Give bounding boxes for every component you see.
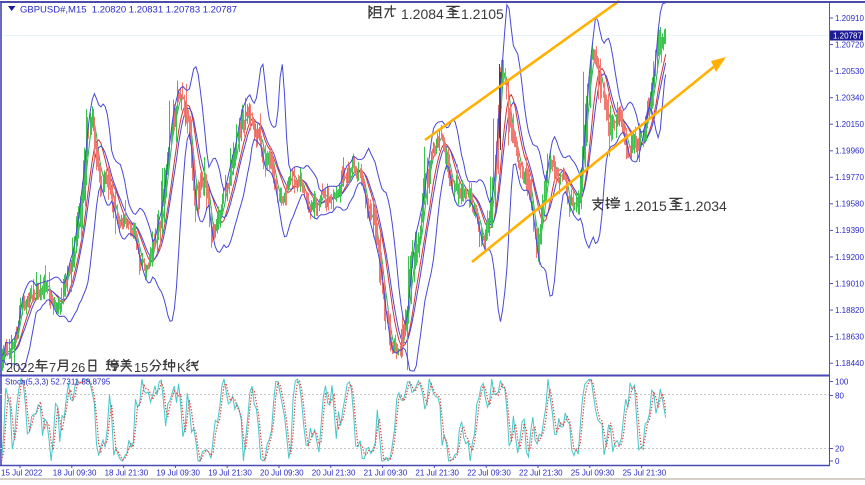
svg-text:25 Jul 09:30: 25 Jul 09:30: [571, 469, 615, 478]
svg-text:1.20150: 1.20150: [835, 120, 864, 129]
svg-text:1.18440: 1.18440: [835, 359, 864, 368]
svg-text:1.2105: 1.2105: [461, 6, 504, 22]
svg-text:19 Jul 21:30: 19 Jul 21:30: [208, 469, 252, 478]
svg-text:2022: 2022: [6, 360, 34, 375]
svg-text:1.20910: 1.20910: [835, 14, 864, 23]
svg-text:1.2084: 1.2084: [401, 6, 444, 22]
svg-text:20 Jul 09:30: 20 Jul 09:30: [260, 469, 304, 478]
svg-text:1.20530: 1.20530: [835, 67, 864, 76]
svg-text:K: K: [177, 360, 186, 375]
svg-text:0: 0: [835, 457, 840, 466]
svg-text:21 Jul 21:30: 21 Jul 21:30: [415, 469, 459, 478]
svg-text:15 Jul 2022: 15 Jul 2022: [1, 469, 43, 478]
svg-text:Stoch(5,3,3) 52.7311 58.8795: Stoch(5,3,3) 52.7311 58.8795: [5, 378, 111, 387]
svg-text:26: 26: [71, 360, 85, 375]
svg-text:18 Jul 09:30: 18 Jul 09:30: [53, 469, 97, 478]
svg-text:1.19200: 1.19200: [835, 253, 864, 262]
svg-text:7: 7: [49, 360, 56, 375]
svg-text:1.20787: 1.20787: [833, 32, 862, 41]
svg-text:1.19010: 1.19010: [835, 279, 864, 288]
svg-text:19 Jul 09:30: 19 Jul 09:30: [156, 469, 200, 478]
svg-text:1.2015: 1.2015: [624, 198, 667, 214]
svg-text:1.18630: 1.18630: [835, 332, 864, 341]
svg-text:21 Jul 09:30: 21 Jul 09:30: [364, 469, 408, 478]
svg-text:20: 20: [835, 445, 844, 454]
svg-text:25 Jul 21:30: 25 Jul 21:30: [623, 469, 667, 478]
svg-text:22 Jul 21:30: 22 Jul 21:30: [519, 469, 563, 478]
svg-text:GBPUSD#,M15 1.20820 1.20831 1: GBPUSD#,M15 1.20820 1.20831 1.20783 1.20…: [20, 5, 237, 16]
svg-text:1.19960: 1.19960: [835, 147, 864, 156]
svg-text:1.20340: 1.20340: [835, 94, 864, 103]
svg-text:1.18820: 1.18820: [835, 306, 864, 315]
svg-text:15: 15: [134, 360, 148, 375]
svg-text:100: 100: [835, 378, 849, 387]
svg-text:1.2034: 1.2034: [684, 198, 727, 214]
svg-text:1.20720: 1.20720: [835, 40, 864, 49]
svg-text:1.19390: 1.19390: [835, 226, 864, 235]
svg-text:80: 80: [835, 392, 844, 401]
svg-text:1.19770: 1.19770: [835, 173, 864, 182]
svg-text:22 Jul 09:30: 22 Jul 09:30: [467, 469, 511, 478]
svg-text:20 Jul 21:30: 20 Jul 21:30: [312, 469, 356, 478]
svg-text:1.19580: 1.19580: [835, 200, 864, 209]
svg-text:18 Jul 21:30: 18 Jul 21:30: [105, 469, 149, 478]
